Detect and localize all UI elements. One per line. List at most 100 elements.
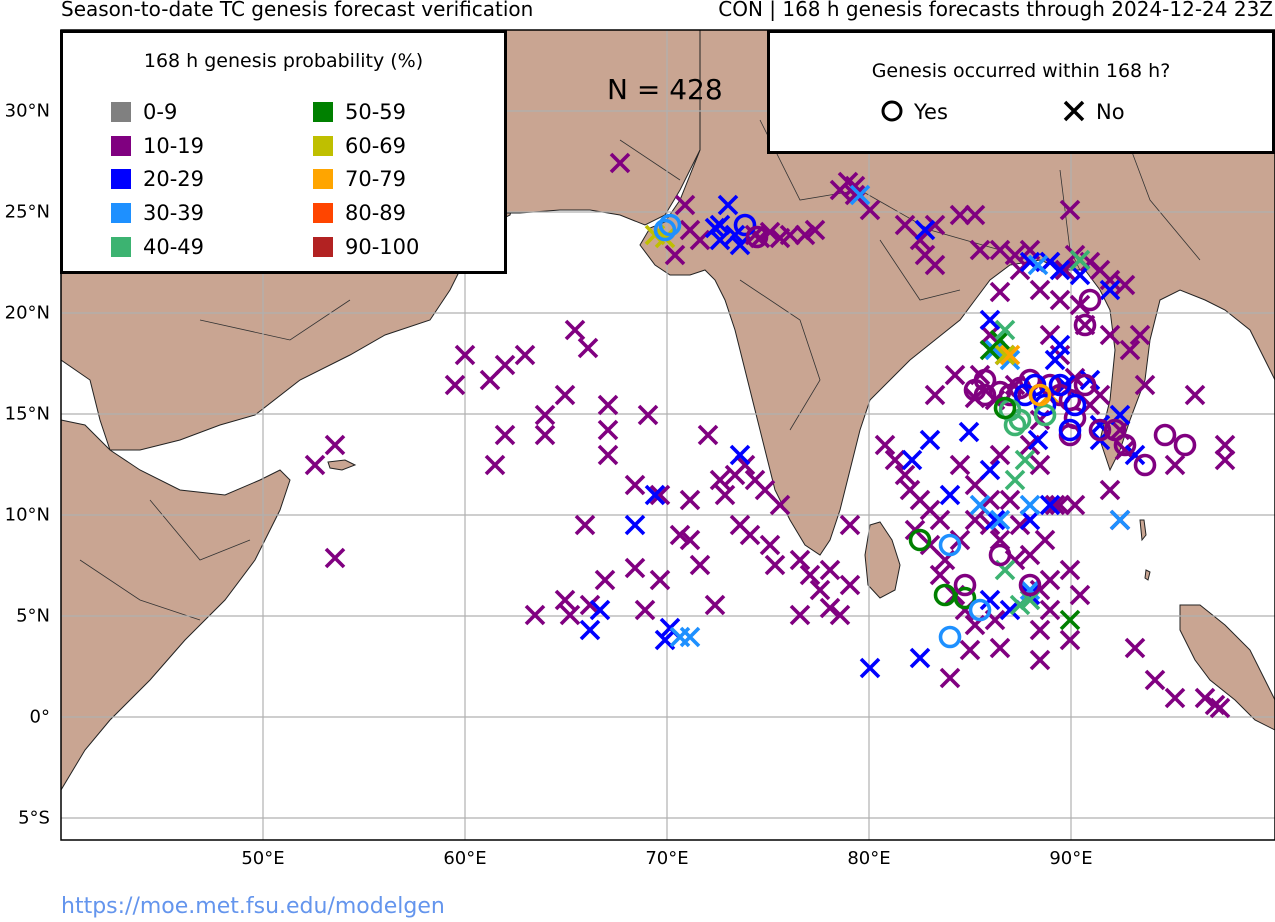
genesis-marker [993,396,1017,420]
genesis-marker [1008,408,1032,432]
sri-lanka [864,521,901,599]
probability-swatch [313,169,333,190]
no-genesis-marker [1069,584,1091,606]
probability-bin-entry: 0-9 [111,100,177,124]
no-genesis-marker [989,444,1011,466]
sumatra [1179,604,1275,731]
no-genesis-marker [1214,449,1236,471]
no-genesis-marker [1009,594,1031,616]
no-genesis-marker [1209,697,1231,719]
genesis-marker [963,378,987,402]
genesis-marker [988,543,1012,567]
no-genesis-marker [958,421,980,443]
genesis-marker [1018,573,1042,597]
genesis-marker [953,586,977,610]
no-genesis-marker [959,639,981,661]
no-genesis-marker [579,619,601,641]
no-genesis-marker [564,319,586,341]
no-genesis-marker [579,594,601,616]
probability-swatch [313,102,333,122]
no-genesis-marker [1039,599,1061,621]
probability-bin-entry: 80-89 [313,201,406,225]
no-genesis-marker [1029,279,1051,301]
no-genesis-marker [969,494,991,516]
lon-tick-label: 50°E [241,848,285,869]
genesis-marker [1033,403,1057,427]
no-genesis-marker [1029,454,1051,476]
no-genesis-marker [597,444,619,466]
no-genesis-marker [839,514,861,536]
no-genesis-marker [844,184,866,206]
no-genesis-marker [964,509,986,531]
probability-bin-label: 30-39 [143,201,205,226]
no-genesis-marker [559,604,581,626]
probability-bin-label: 0-9 [143,100,178,124]
no-genesis-marker [769,227,791,249]
no-genesis-marker [949,454,971,476]
no-genesis-marker [789,604,811,626]
no-genesis-marker [1069,249,1091,271]
lat-tick-label: 5°N [16,605,50,627]
no-genesis-marker [679,529,701,551]
no-genesis-marker [597,394,619,416]
probability-bin-entry: 40-49 [111,235,204,259]
no-genesis-marker [697,424,719,446]
probability-swatch [111,236,131,257]
no-genesis-marker [574,514,596,536]
lon-tick-label: 70°E [645,848,689,869]
no-genesis-marker [764,554,786,576]
no-genesis-marker [717,194,739,216]
no-genesis-marker [689,554,711,576]
no-genesis-marker [577,337,599,359]
genesis-marker [938,625,962,649]
no-genesis-marker [789,549,811,571]
no-genesis-marker [624,474,646,496]
no-genesis-marker [969,239,991,261]
no-genesis-marker [979,324,1001,346]
no-genesis-marker [649,484,671,506]
genesis-marker [1003,413,1027,437]
no-genesis-marker [1124,637,1146,659]
x-marker-icon [1063,100,1085,122]
probability-bin-entry: 60-69 [313,134,406,158]
no-genesis-marker [989,281,1011,303]
no-genesis-marker [1099,324,1121,346]
probability-bin-entry: 30-39 [111,201,204,225]
genesis-marker [658,213,682,237]
genesis-marker [653,218,677,242]
no-genesis-marker [709,229,731,251]
no-genesis-marker [989,509,1011,531]
probability-bin-label: 60-69 [345,133,407,158]
no-genesis-marker [454,344,476,366]
lon-tick-label: 60°E [443,848,487,869]
source-url[interactable]: https://moe.met.fsu.edu/modelgen [61,894,445,919]
no-genesis-marker [1049,259,1071,281]
no-genesis-marker [597,419,619,441]
genesis-marker [1113,433,1137,457]
probability-swatch [111,102,131,122]
no-genesis-marker [1109,509,1131,531]
no-genesis-marker [554,589,576,611]
no-genesis-marker [1049,289,1071,311]
no-genesis-marker [901,449,923,471]
no-genesis-marker [594,569,616,591]
title-right: CON | 168 h genesis forecasts through 20… [718,0,1273,21]
genesis-marker [1048,373,1072,397]
genesis-marker [1073,313,1097,337]
no-genesis-marker [914,219,936,241]
no-genesis-marker [1184,384,1206,406]
genesis-marker [1078,288,1102,312]
no-genesis-marker [1027,429,1049,451]
no-genesis-marker [979,459,1001,481]
no-genesis-marker [637,404,659,426]
genesis-marker [1133,453,1157,477]
no-genesis-marker [1069,264,1091,286]
no-genesis-marker [1054,259,1076,281]
no-genesis-marker [1099,279,1121,301]
no-genesis-marker [994,319,1016,341]
genesis-marker [1173,433,1197,457]
no-genesis-marker [989,637,1011,659]
no-genesis-marker [989,239,1011,261]
no-genesis-marker [979,339,1001,361]
no-genesis-marker [1004,244,1026,266]
